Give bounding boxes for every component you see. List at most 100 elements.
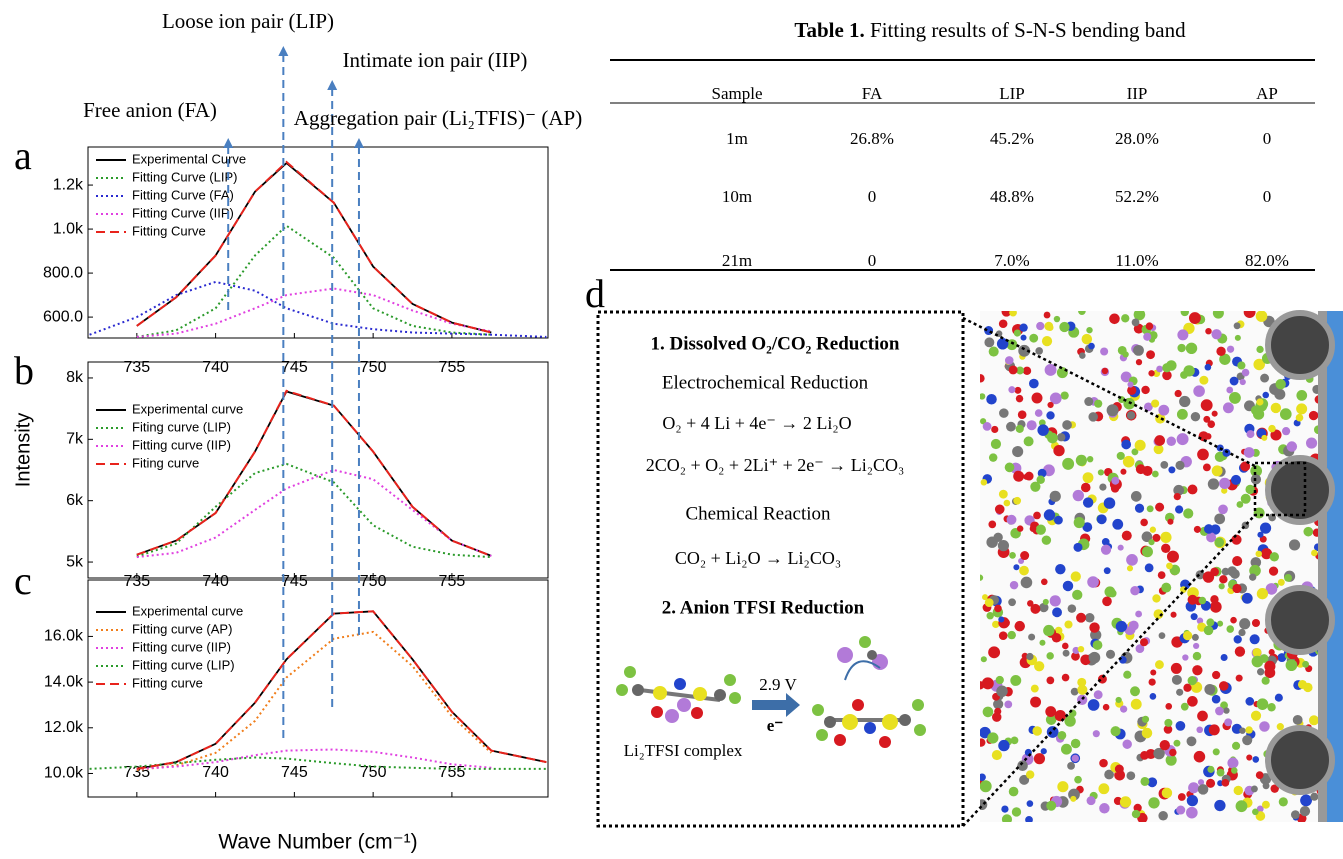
atom <box>1310 792 1319 801</box>
atom <box>1062 580 1074 592</box>
atom <box>1084 397 1094 407</box>
ion-pair-label: Loose ion pair (LIP) <box>162 9 334 33</box>
atom <box>1251 618 1261 628</box>
atom <box>992 712 1002 722</box>
atom <box>1077 677 1087 687</box>
y-tick-label: 1.0k <box>53 220 84 237</box>
x-tick-label: 735 <box>123 573 150 590</box>
atom <box>1013 496 1022 505</box>
atom <box>1279 408 1292 420</box>
legend-label: Experimental curve <box>132 401 243 416</box>
voltage-label: 2.9 V <box>759 675 797 694</box>
atom <box>1219 353 1231 365</box>
atom <box>1236 501 1244 508</box>
atom <box>1044 364 1057 376</box>
atom <box>1281 427 1291 436</box>
atom <box>993 699 1004 710</box>
atom <box>1205 327 1212 335</box>
atom <box>1245 484 1255 495</box>
table-cell: 0 <box>868 187 877 206</box>
atom <box>1232 741 1241 750</box>
atom <box>1204 363 1212 371</box>
atom <box>1067 761 1075 770</box>
atom <box>1262 391 1270 399</box>
atom <box>1061 673 1070 682</box>
y-tick-label: 16.0k <box>44 628 84 645</box>
atom <box>1218 583 1225 590</box>
atom <box>1173 484 1185 496</box>
atom <box>982 422 992 431</box>
table-cell: 0 <box>868 251 877 270</box>
atom <box>1019 323 1028 332</box>
atom <box>1261 434 1268 441</box>
atom <box>1211 329 1222 340</box>
atom <box>1284 573 1292 582</box>
legend-label: Fiting curve <box>132 455 199 470</box>
atom <box>1274 693 1283 702</box>
atom <box>1015 424 1024 433</box>
atom <box>1186 795 1199 807</box>
atom <box>1188 782 1200 794</box>
atom <box>1008 386 1016 394</box>
y-tick-label: 10.0k <box>44 765 84 782</box>
atom <box>1121 314 1130 323</box>
subtitle: Electrochemical Reduction <box>662 372 869 393</box>
atom <box>1149 526 1157 533</box>
atom <box>1256 398 1264 406</box>
atom <box>1232 583 1242 594</box>
atom <box>1193 642 1200 650</box>
atom <box>1100 347 1109 356</box>
atom <box>1250 710 1262 721</box>
atom <box>1020 576 1033 589</box>
atom <box>1237 361 1246 370</box>
atom <box>1269 552 1280 562</box>
atom <box>1180 311 1189 317</box>
atom <box>1196 726 1204 734</box>
atom <box>981 677 994 690</box>
atom <box>1092 640 1103 650</box>
table-cell: 45.2% <box>990 129 1034 148</box>
atom <box>1046 676 1055 685</box>
atom <box>1126 771 1136 781</box>
atom <box>1123 670 1132 679</box>
x-tick-label: 750 <box>360 764 387 781</box>
atom <box>1229 391 1241 404</box>
atom <box>1306 437 1318 449</box>
atom <box>1256 805 1264 813</box>
atom <box>1105 649 1116 659</box>
atom <box>1001 814 1013 822</box>
atom <box>1165 754 1177 766</box>
atom <box>1153 747 1165 760</box>
atom <box>1223 707 1230 714</box>
atom <box>1212 748 1220 756</box>
y-tick-label: 600.0 <box>43 308 83 325</box>
atom <box>1160 531 1172 544</box>
atom <box>1009 551 1016 559</box>
atom <box>1230 474 1242 485</box>
atom <box>1234 646 1246 657</box>
atom <box>1020 334 1027 341</box>
atom <box>1226 345 1235 353</box>
atom <box>1252 808 1259 816</box>
atom <box>1131 318 1140 327</box>
atom <box>1175 460 1185 470</box>
atom <box>1141 531 1153 543</box>
atom <box>1231 767 1238 774</box>
atom <box>1102 703 1110 711</box>
atom <box>1259 721 1270 732</box>
atom <box>1197 784 1209 795</box>
atom <box>1001 311 1012 317</box>
atom <box>995 675 1004 685</box>
atom <box>1049 595 1061 607</box>
atom <box>1207 420 1216 428</box>
atom <box>1233 322 1241 330</box>
atom <box>1226 625 1235 633</box>
atom <box>1206 778 1216 788</box>
legend-label: Experimental Curve <box>132 151 246 166</box>
atom <box>1013 564 1020 571</box>
series-line <box>136 610 547 770</box>
atom <box>1078 311 1086 315</box>
ion-pair-label: Intimate ion pair (IIP) <box>343 48 528 72</box>
atom <box>1153 444 1164 455</box>
atom <box>994 504 1005 515</box>
